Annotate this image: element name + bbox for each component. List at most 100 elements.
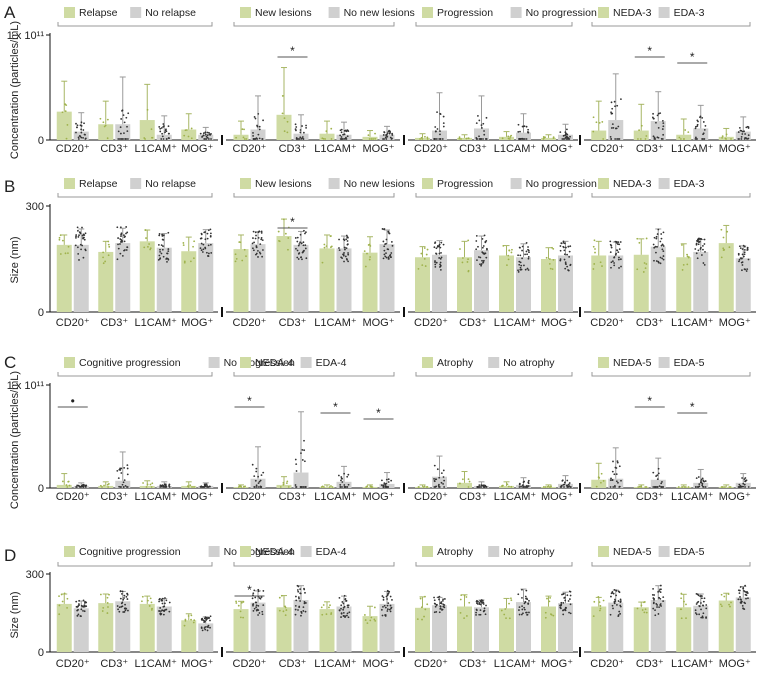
data-point xyxy=(240,486,243,488)
data-point xyxy=(204,626,207,628)
data-point xyxy=(160,138,163,140)
data-point xyxy=(58,604,61,607)
data-point xyxy=(82,237,84,240)
data-point xyxy=(644,267,647,270)
x-tick-label: MOG⁺ xyxy=(541,658,573,670)
legend-bracket xyxy=(415,22,573,27)
legend-label: EDA-3 xyxy=(674,178,705,190)
data-point xyxy=(745,479,748,482)
data-point xyxy=(562,245,565,248)
data-point xyxy=(200,627,203,629)
data-point xyxy=(746,592,749,594)
data-point xyxy=(251,463,254,466)
data-point xyxy=(740,485,743,488)
data-point xyxy=(161,135,164,138)
data-point xyxy=(546,597,548,600)
data-point xyxy=(655,602,658,605)
data-point xyxy=(522,125,525,128)
bar xyxy=(233,134,249,140)
data-point xyxy=(610,112,613,115)
data-point xyxy=(702,121,705,123)
data-point xyxy=(527,257,530,260)
data-point xyxy=(162,123,165,125)
legend-label: New lesions xyxy=(255,178,312,190)
bar xyxy=(608,478,624,488)
legend-bracket xyxy=(57,193,213,198)
data-point xyxy=(382,598,385,601)
data-point xyxy=(183,260,186,263)
bar xyxy=(98,124,114,140)
data-point xyxy=(302,610,305,612)
data-point xyxy=(519,268,522,271)
data-point xyxy=(299,241,301,244)
data-point xyxy=(235,257,238,260)
data-point xyxy=(338,609,341,612)
data-point xyxy=(58,595,60,598)
data-point xyxy=(124,603,126,606)
data-point xyxy=(441,599,444,602)
data-point xyxy=(738,592,741,595)
legend-label: No atrophy xyxy=(503,546,555,558)
data-point xyxy=(304,610,307,613)
data-point xyxy=(206,237,209,240)
data-point xyxy=(747,134,750,137)
data-point xyxy=(681,486,684,488)
data-point xyxy=(694,612,697,614)
data-point xyxy=(653,246,656,249)
data-point xyxy=(383,228,385,231)
bar xyxy=(156,606,172,652)
bar xyxy=(516,257,531,312)
data-point xyxy=(439,605,442,608)
data-point xyxy=(80,131,83,134)
data-point xyxy=(699,115,702,118)
data-point xyxy=(570,486,572,488)
data-point xyxy=(82,599,85,602)
data-point xyxy=(150,128,153,131)
bar xyxy=(558,603,573,652)
data-point xyxy=(82,609,84,612)
data-point xyxy=(374,619,377,622)
data-point xyxy=(387,130,390,133)
data-point xyxy=(301,125,303,127)
data-point xyxy=(484,484,487,487)
data-point xyxy=(743,130,745,133)
data-point xyxy=(207,255,210,257)
legend-swatch xyxy=(488,357,500,368)
data-point xyxy=(611,107,614,110)
x-tick-label: CD20⁺ xyxy=(233,143,267,155)
data-point xyxy=(657,228,660,231)
data-point xyxy=(737,252,740,255)
data-point xyxy=(159,250,161,253)
data-point xyxy=(206,134,209,137)
data-point xyxy=(324,138,326,140)
data-point xyxy=(295,595,297,598)
data-point xyxy=(481,259,483,262)
data-point xyxy=(656,486,659,488)
x-tick-label: CD3⁺ xyxy=(459,658,487,670)
legend-bracket xyxy=(57,22,213,27)
data-point xyxy=(659,262,662,265)
data-point xyxy=(744,602,747,605)
data-point xyxy=(661,138,664,140)
x-tick-label: CD20⁺ xyxy=(590,317,624,329)
data-point xyxy=(655,486,658,488)
data-point xyxy=(341,481,344,483)
x-tick-label: L1CAM⁺ xyxy=(314,317,357,329)
data-point xyxy=(119,243,121,245)
data-point xyxy=(347,606,349,609)
data-point xyxy=(261,610,264,613)
data-point xyxy=(662,596,665,599)
data-point xyxy=(611,260,614,263)
data-point xyxy=(440,472,443,475)
legend-swatch xyxy=(658,546,670,557)
significance-marker: * xyxy=(290,44,295,58)
data-point xyxy=(659,256,662,259)
data-point xyxy=(744,133,747,135)
data-point xyxy=(609,486,612,488)
data-point xyxy=(551,246,553,249)
bar xyxy=(233,249,249,312)
